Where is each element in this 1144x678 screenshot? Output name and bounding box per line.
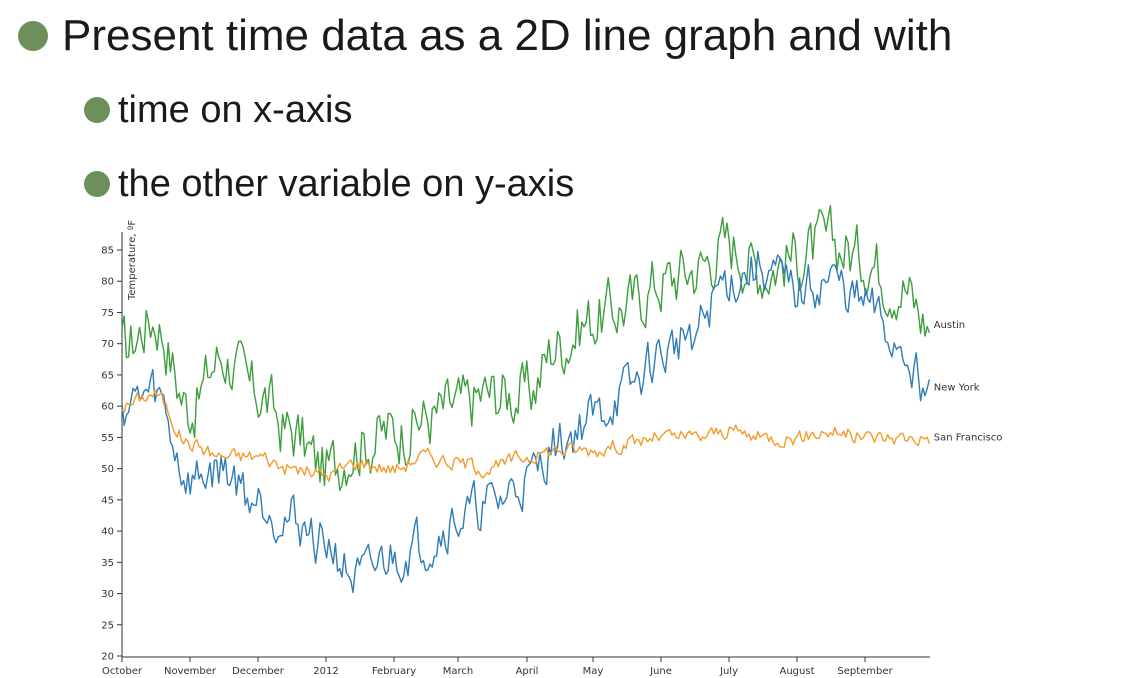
y-axis-title: Temperature, ºF	[127, 220, 138, 301]
y-tick-label: 30	[101, 589, 114, 600]
y-tick-label: 50	[101, 464, 114, 475]
series-line-austin	[121, 204, 931, 492]
x-tick-label: June	[649, 666, 672, 677]
bullet-sub-1-text: time on x-axis	[118, 88, 353, 131]
y-tick-label: 40	[101, 527, 114, 538]
x-tick-label: 2012	[313, 666, 338, 677]
series-labels: Austin New York San Francisco	[934, 320, 1003, 443]
series-lines	[121, 204, 931, 594]
y-tick-label: 80	[101, 277, 114, 288]
y-tick-label: 45	[101, 495, 114, 506]
y-tick-label: 75	[101, 308, 114, 319]
y-tick-label: 65	[101, 370, 114, 381]
series-label-san-francisco: San Francisco	[934, 432, 1003, 443]
series-line-new-york	[121, 250, 931, 594]
y-tick-label: 25	[101, 620, 114, 631]
x-tick-label: July	[719, 666, 738, 677]
y-axis: 20 25 30 35 40 45 50 55 60 65 70 75 80 85 Temperature,…	[101, 220, 138, 663]
x-tick-label: May	[583, 666, 604, 677]
bullet-sub-2-text: the other variable on y-axis	[118, 162, 575, 205]
x-tick-label: October	[102, 666, 143, 677]
x-tick-label: November	[164, 666, 217, 677]
y-tick-label: 70	[101, 339, 114, 350]
bullet-sub-1: time on x-axis	[84, 84, 352, 136]
bullet-dot-icon	[84, 97, 110, 123]
series-label-new-york: New York	[934, 382, 980, 393]
y-tick-label: 55	[101, 433, 114, 444]
bullet-main-text: Present time data as a 2D line graph and…	[62, 11, 953, 60]
x-tick-label: March	[443, 666, 473, 677]
x-tick-label: April	[516, 666, 539, 677]
bullet-main: Present time data as a 2D line graph and…	[18, 6, 952, 66]
y-tick-label: 85	[101, 246, 114, 257]
bullet-dot-icon	[18, 21, 48, 51]
series-line-san-francisco	[121, 389, 931, 483]
bullet-sub-2: the other variable on y-axis	[84, 158, 574, 210]
x-axis: October November December 2012 February March…	[102, 656, 930, 677]
y-tick-label: 60	[101, 402, 114, 413]
bullet-dot-icon	[84, 171, 110, 197]
y-tick-label: 35	[101, 558, 114, 569]
series-label-austin: Austin	[934, 320, 965, 331]
x-tick-label: December	[232, 666, 285, 677]
x-tick-label: September	[837, 666, 893, 677]
x-tick-label: February	[372, 666, 416, 677]
y-tick-label: 20	[101, 652, 114, 663]
x-tick-label: August	[780, 666, 815, 677]
